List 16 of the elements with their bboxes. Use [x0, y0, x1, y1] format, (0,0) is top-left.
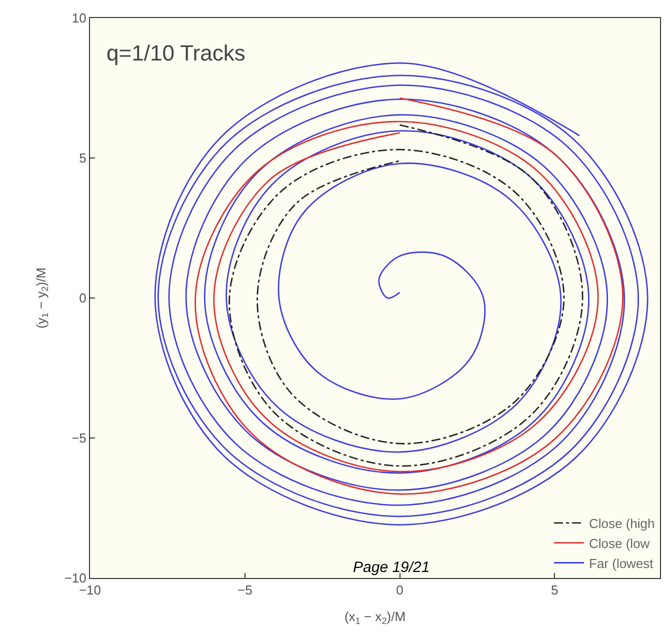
- legend-label: Close (high: [589, 516, 655, 532]
- x-tick-label: 5: [551, 582, 558, 598]
- y-tick-label: 5: [79, 150, 86, 166]
- text: q=1/10 Tracks: [106, 40, 246, 66]
- y-tick-label: 0: [79, 290, 86, 306]
- x-tick-label: 0: [396, 582, 404, 598]
- x-axis-title: (x$_{1}$ − x$_{2}$)/M: [344, 609, 406, 626]
- annotation: Page 19/21: [353, 559, 430, 576]
- line-series: [228, 124, 584, 467]
- x-tick-label: −5: [237, 582, 252, 598]
- line-series: [194, 97, 624, 495]
- legend-label: Far (lowest: [589, 556, 654, 571]
- y-tick-label: −5: [72, 430, 86, 446]
- y-tick-label: 10: [72, 10, 86, 26]
- y-tick-label: −10: [64, 570, 86, 586]
- legend-label: Close (low: [589, 536, 650, 551]
